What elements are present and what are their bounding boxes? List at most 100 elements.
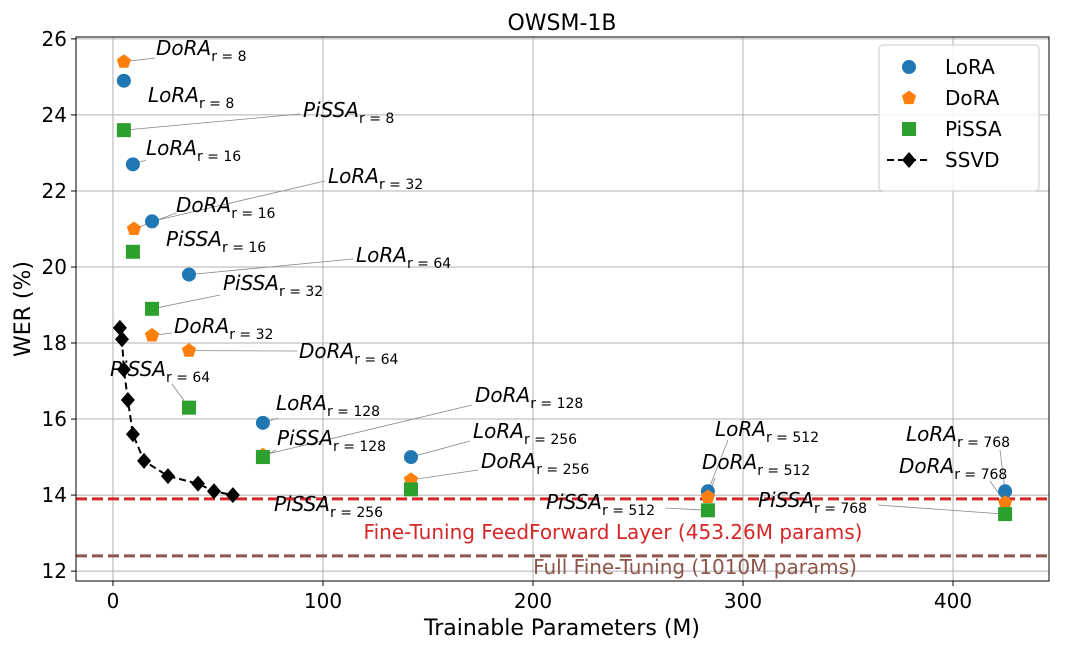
leader-line — [151, 180, 326, 222]
y-tick-label: 14 — [42, 483, 67, 507]
point — [191, 475, 206, 492]
y-tick-label: 16 — [42, 407, 67, 431]
point-label: DoRAr = 64 — [299, 339, 399, 368]
point-label: PiSSAr = 8 — [303, 98, 394, 127]
chart-title: OWSM-1B — [507, 11, 616, 36]
point-label: DoRAr = 256 — [481, 449, 589, 478]
point-label: LoRAr = 128 — [276, 391, 380, 420]
legend-marker — [902, 60, 916, 74]
point — [181, 267, 196, 282]
x-axis-label: Trainable Parameters (M) — [423, 616, 700, 641]
point-label: DoRAr = 768 — [899, 454, 1007, 483]
point-label: PiSSAr = 32 — [223, 271, 323, 300]
leader-line — [707, 439, 729, 492]
point-label-sub: r = 64 — [166, 370, 210, 386]
point-label-sub: r = 768 — [954, 467, 1007, 483]
point-label-name: DoRA — [899, 454, 954, 478]
point-label-sub: r = 64 — [407, 256, 451, 272]
point-label-name: DoRA — [176, 193, 231, 217]
point-label-sub: r = 768 — [814, 501, 867, 517]
point-label-sub: r = 16 — [231, 206, 275, 222]
point-label: DoRAr = 8 — [156, 36, 247, 65]
point-label-name: PiSSA — [274, 492, 330, 516]
point-label: LoRAr = 16 — [146, 136, 241, 165]
leader-line — [664, 507, 708, 511]
legend-marker — [902, 122, 916, 136]
point-label-name: LoRA — [146, 136, 197, 160]
point-label-sub: r = 256 — [330, 505, 383, 521]
point — [125, 157, 140, 172]
point — [116, 361, 131, 378]
point-label: PiSSAr = 768 — [758, 488, 867, 517]
point — [114, 331, 129, 348]
point-label-name: PiSSA — [546, 490, 602, 514]
point-label: PiSSAr = 128 — [277, 426, 386, 455]
point — [145, 214, 160, 229]
point — [145, 301, 160, 316]
point-label-name: LoRA — [148, 83, 199, 107]
point-label-name: PiSSA — [223, 271, 279, 295]
point-label-name: LoRA — [328, 164, 379, 188]
legend-box — [878, 44, 1040, 192]
point-label-name: PiSSA — [303, 98, 359, 122]
y-tick-label: 24 — [42, 103, 67, 127]
leader-line — [877, 504, 1006, 515]
point — [144, 327, 160, 342]
point-label: PiSSAr = 16 — [166, 227, 266, 256]
plot-area: 0 100 200 300 400 12 14 16 18 20 22 24 26 Fine-Tuning… — [42, 27, 1050, 613]
point-label: LoRAr = 256 — [473, 419, 577, 448]
point-label: LoRAr = 64 — [356, 243, 451, 272]
point-label: DoRAr = 16 — [176, 193, 276, 222]
point-label: PiSSAr = 512 — [546, 490, 655, 519]
point — [403, 482, 418, 497]
point-label-name: DoRA — [475, 383, 530, 407]
point-label: DoRAr = 32 — [174, 314, 273, 343]
legend-marker — [901, 90, 917, 105]
point-label-sub: r = 256 — [536, 462, 589, 478]
point — [700, 489, 716, 504]
point — [206, 483, 221, 500]
point-label-sub: r = 32 — [229, 327, 273, 343]
point — [997, 495, 1013, 509]
x-tick-label: 300 — [724, 589, 762, 613]
point — [998, 507, 1013, 522]
point-label-sub: r = 16 — [222, 240, 266, 256]
y-tick-label: 18 — [42, 331, 67, 355]
point-label-name: DoRA — [481, 449, 536, 473]
y-tick-label: 12 — [42, 559, 67, 583]
point — [116, 123, 131, 138]
point — [700, 503, 715, 518]
axes-frame — [75, 36, 1050, 582]
point-label: LoRAr = 512 — [715, 417, 819, 446]
point-label-sub: r = 512 — [602, 503, 655, 519]
point — [116, 73, 131, 88]
point-label-sub: r = 128 — [327, 404, 380, 420]
point-label: DoRAr = 512 — [702, 450, 810, 479]
point — [126, 221, 142, 236]
point — [998, 484, 1013, 499]
point — [255, 450, 270, 465]
leader-line — [151, 294, 221, 310]
point — [137, 452, 152, 469]
point — [403, 450, 418, 465]
leader-line — [123, 113, 301, 131]
point-label-sub: r = 8 — [359, 111, 394, 127]
point-label-name: LoRA — [906, 422, 957, 446]
point-label-sub: r = 32 — [279, 284, 323, 300]
leader-line — [410, 469, 479, 481]
point-label-sub: r = 64 — [354, 352, 398, 368]
point-label-name: LoRA — [276, 391, 327, 415]
point-label-name: LoRA — [356, 243, 407, 267]
point-label: LoRAr = 768 — [906, 422, 1010, 451]
point-label-sub: r = 512 — [766, 430, 819, 446]
point — [125, 244, 140, 259]
y-axis-label: WER (%) — [11, 261, 36, 357]
leader-line — [188, 258, 354, 275]
point-label-sub: r = 512 — [757, 463, 810, 479]
point-label-sub: r = 128 — [530, 396, 583, 412]
point — [160, 468, 175, 485]
reference-label: Full Fine-Tuning (1010M params) — [533, 555, 857, 579]
point-label-name: DoRA — [156, 36, 211, 60]
point — [125, 426, 140, 443]
